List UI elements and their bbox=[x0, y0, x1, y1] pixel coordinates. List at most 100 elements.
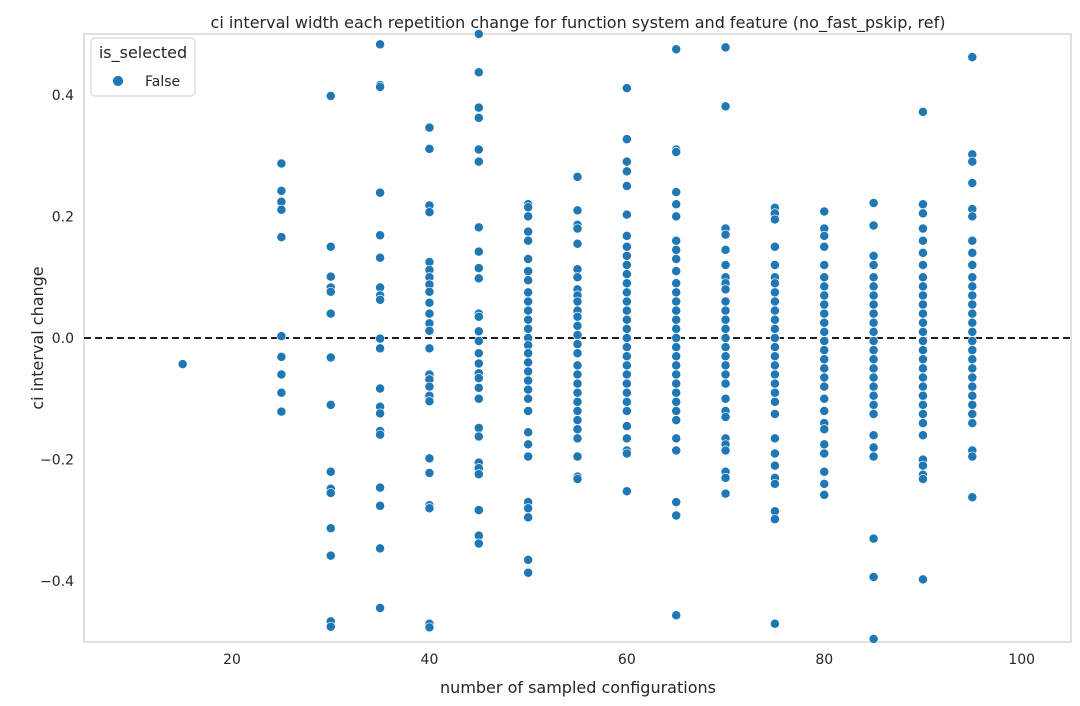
data-point bbox=[671, 369, 682, 380]
data-point bbox=[621, 396, 632, 407]
x-axis-label: number of sampled configurations bbox=[440, 678, 716, 697]
data-point bbox=[918, 281, 928, 292]
data-point bbox=[325, 466, 336, 477]
data-point bbox=[769, 433, 780, 444]
data-point bbox=[572, 311, 583, 322]
data-point bbox=[325, 523, 336, 534]
data-point bbox=[769, 342, 780, 353]
data-point bbox=[523, 226, 534, 237]
data-point bbox=[868, 299, 879, 310]
data-point bbox=[819, 299, 830, 310]
data-point bbox=[769, 241, 780, 252]
data-point bbox=[918, 290, 928, 301]
data-point bbox=[671, 305, 682, 316]
data-point bbox=[424, 297, 435, 308]
data-point bbox=[720, 351, 731, 362]
data-points bbox=[177, 29, 978, 644]
data-point bbox=[276, 185, 287, 196]
data-point bbox=[572, 238, 583, 249]
data-point bbox=[375, 408, 386, 419]
data-point bbox=[720, 244, 731, 255]
data-point bbox=[276, 406, 287, 417]
data-point bbox=[523, 266, 534, 277]
data-point bbox=[967, 345, 978, 356]
data-point bbox=[276, 158, 287, 169]
data-point bbox=[671, 351, 682, 362]
data-point bbox=[671, 147, 682, 157]
data-point bbox=[621, 433, 632, 444]
data-point bbox=[967, 260, 978, 270]
data-point bbox=[375, 230, 386, 241]
data-point bbox=[523, 202, 534, 213]
data-point bbox=[918, 208, 928, 219]
data-point bbox=[967, 326, 978, 337]
data-point bbox=[918, 272, 928, 283]
data-point bbox=[671, 433, 682, 444]
data-point bbox=[769, 396, 780, 407]
data-point bbox=[769, 618, 780, 629]
data-point bbox=[967, 211, 978, 222]
data-point bbox=[424, 122, 435, 133]
data-point bbox=[473, 393, 484, 404]
data-point bbox=[868, 451, 879, 462]
data-point bbox=[473, 273, 484, 284]
data-point bbox=[276, 351, 287, 362]
data-point bbox=[720, 314, 731, 325]
data-point bbox=[523, 512, 534, 523]
data-point bbox=[967, 299, 978, 310]
data-point bbox=[868, 281, 879, 292]
data-point bbox=[473, 112, 484, 123]
data-point bbox=[918, 345, 928, 356]
data-point bbox=[769, 460, 780, 471]
data-point bbox=[473, 348, 484, 359]
data-point bbox=[769, 369, 780, 380]
data-point bbox=[621, 156, 632, 167]
data-point bbox=[621, 387, 632, 398]
data-point bbox=[572, 205, 583, 216]
data-point bbox=[621, 360, 632, 371]
data-point bbox=[621, 241, 632, 252]
data-point bbox=[375, 294, 386, 305]
data-point bbox=[720, 393, 731, 404]
data-point bbox=[621, 342, 632, 353]
data-point bbox=[424, 396, 435, 407]
data-point bbox=[375, 500, 386, 511]
data-point bbox=[967, 354, 978, 365]
data-point bbox=[523, 296, 534, 307]
data-point bbox=[473, 102, 484, 113]
x-tick-label: 40 bbox=[421, 652, 439, 668]
data-point bbox=[621, 351, 632, 362]
data-point bbox=[671, 287, 682, 298]
data-point bbox=[621, 369, 632, 380]
data-point bbox=[671, 510, 682, 521]
data-point bbox=[819, 241, 830, 252]
data-point bbox=[473, 336, 484, 346]
data-point bbox=[868, 272, 879, 283]
data-point bbox=[819, 424, 830, 435]
data-point bbox=[276, 369, 287, 380]
data-point bbox=[967, 363, 978, 374]
data-point bbox=[375, 252, 386, 263]
y-tick-label: 0.4 bbox=[52, 88, 74, 104]
data-point bbox=[868, 409, 879, 419]
data-point bbox=[967, 247, 978, 258]
data-point bbox=[918, 418, 928, 429]
data-point bbox=[819, 372, 830, 383]
data-point bbox=[918, 372, 928, 383]
data-point bbox=[918, 260, 928, 270]
data-point bbox=[918, 574, 928, 585]
data-point bbox=[918, 409, 928, 419]
data-point bbox=[819, 272, 830, 283]
data-point bbox=[671, 387, 682, 398]
data-point bbox=[375, 343, 386, 354]
data-point bbox=[523, 427, 534, 438]
data-point bbox=[868, 442, 879, 453]
data-point bbox=[720, 445, 731, 456]
data-point bbox=[967, 492, 978, 503]
data-point bbox=[918, 474, 928, 485]
data-point bbox=[325, 550, 336, 561]
data-point bbox=[572, 171, 583, 182]
data-point bbox=[523, 211, 534, 222]
data-point bbox=[967, 290, 978, 301]
data-point bbox=[720, 323, 731, 334]
